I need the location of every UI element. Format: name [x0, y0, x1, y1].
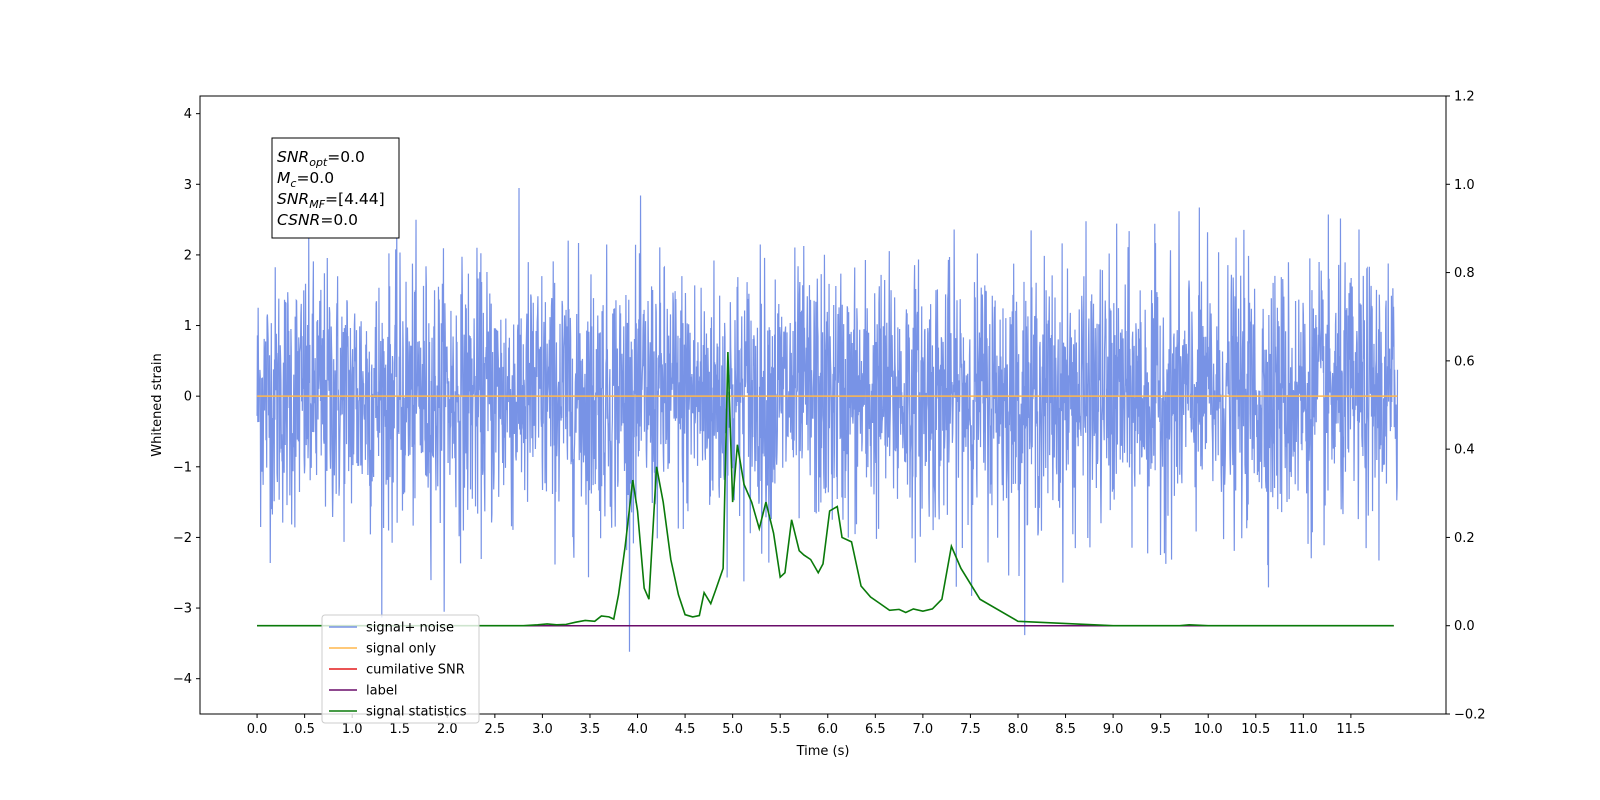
x-tick-label: 9.0: [1103, 722, 1124, 737]
x-tick-label: 4.0: [627, 722, 648, 737]
x-tick-label: 0.0: [247, 722, 268, 737]
x-tick-label: 5.5: [770, 722, 791, 737]
legend-label: label: [366, 684, 397, 699]
y2-tick-label: 1.2: [1454, 90, 1475, 105]
x-tick-label: 7.0: [913, 722, 934, 737]
x-axis-label: Time (s): [796, 744, 850, 759]
y-tick-label: 3: [184, 178, 192, 193]
x-tick-label: 3.5: [580, 722, 601, 737]
x-tick-label: 3.0: [532, 722, 553, 737]
x-tick-label: 6.0: [817, 722, 838, 737]
legend-label: signal+ noise: [366, 621, 454, 636]
x-tick-label: 4.5: [675, 722, 696, 737]
y2-tick-label: 0.6: [1454, 354, 1475, 369]
x-tick-label: 7.5: [960, 722, 981, 737]
x-tick-label: 11.5: [1336, 722, 1365, 737]
x-tick-label: 0.5: [294, 722, 315, 737]
x-tick-label: 5.0: [722, 722, 743, 737]
annotation-line: SNRopt=0.0: [277, 148, 365, 169]
y-tick-label: −4: [173, 672, 192, 687]
y2-tick-label: 0.8: [1454, 266, 1475, 281]
legend-label: signal only: [366, 642, 436, 657]
x-tick-label: 9.5: [1150, 722, 1171, 737]
y-tick-label: −2: [173, 531, 192, 546]
x-axis: 0.0 0.5 1.0 1.5 2.0 2.5 3.0 3.5 4.0 4.5 5.0 5.5 6.0 6…: [247, 714, 1365, 737]
legend-label: cumilative SNR: [366, 663, 465, 678]
x-tick-label: 8.5: [1055, 722, 1076, 737]
legend-label: signal statistics: [366, 705, 467, 720]
y-tick-label: 2: [184, 248, 192, 263]
plot-frame: [199, 95, 1447, 715]
series-line-signal-plus-noise: [256, 187, 1399, 652]
y2-tick-label: −0.2: [1454, 708, 1486, 723]
x-tick-label: 1.0: [342, 722, 363, 737]
annotation-line: CSNR=0.0: [277, 211, 358, 229]
x-tick-label: 10.0: [1194, 722, 1223, 737]
y-tick-label: 4: [184, 107, 192, 122]
y-axis-right: 1.2 1.0 0.8 0.6 0.4 0.2 0.0 −0.2: [1446, 90, 1486, 723]
y-tick-label: 0: [184, 390, 192, 405]
y2-tick-label: 0.2: [1454, 531, 1475, 546]
x-tick-label: 10.5: [1241, 722, 1270, 737]
y-tick-label: −1: [173, 460, 192, 475]
legend: signal+ noise signal only cumilative SNR la…: [321, 614, 480, 724]
annotation-line: Mc=0.0: [277, 169, 334, 190]
x-tick-label: 1.5: [389, 722, 410, 737]
x-tick-label: 11.0: [1289, 722, 1318, 737]
annotation-line: SNRMF=[4.44]: [277, 190, 385, 211]
y2-tick-label: 0.0: [1454, 619, 1475, 634]
y-tick-label: −3: [173, 602, 192, 617]
y-tick-label: 1: [184, 319, 192, 334]
series-line-signal-statistics: [257, 352, 1394, 627]
x-tick-label: 2.0: [437, 722, 458, 737]
x-tick-label: 2.5: [485, 722, 506, 737]
x-tick-label: 6.5: [865, 722, 886, 737]
y-axis-label: Whitened strain: [150, 353, 165, 456]
y-axis-left: 4 3 2 1 0 −1 −2 −3 −4: [173, 107, 200, 687]
x-tick-label: 8.0: [1008, 722, 1029, 737]
y2-tick-label: 1.0: [1454, 178, 1475, 193]
y2-tick-label: 0.4: [1454, 443, 1475, 458]
